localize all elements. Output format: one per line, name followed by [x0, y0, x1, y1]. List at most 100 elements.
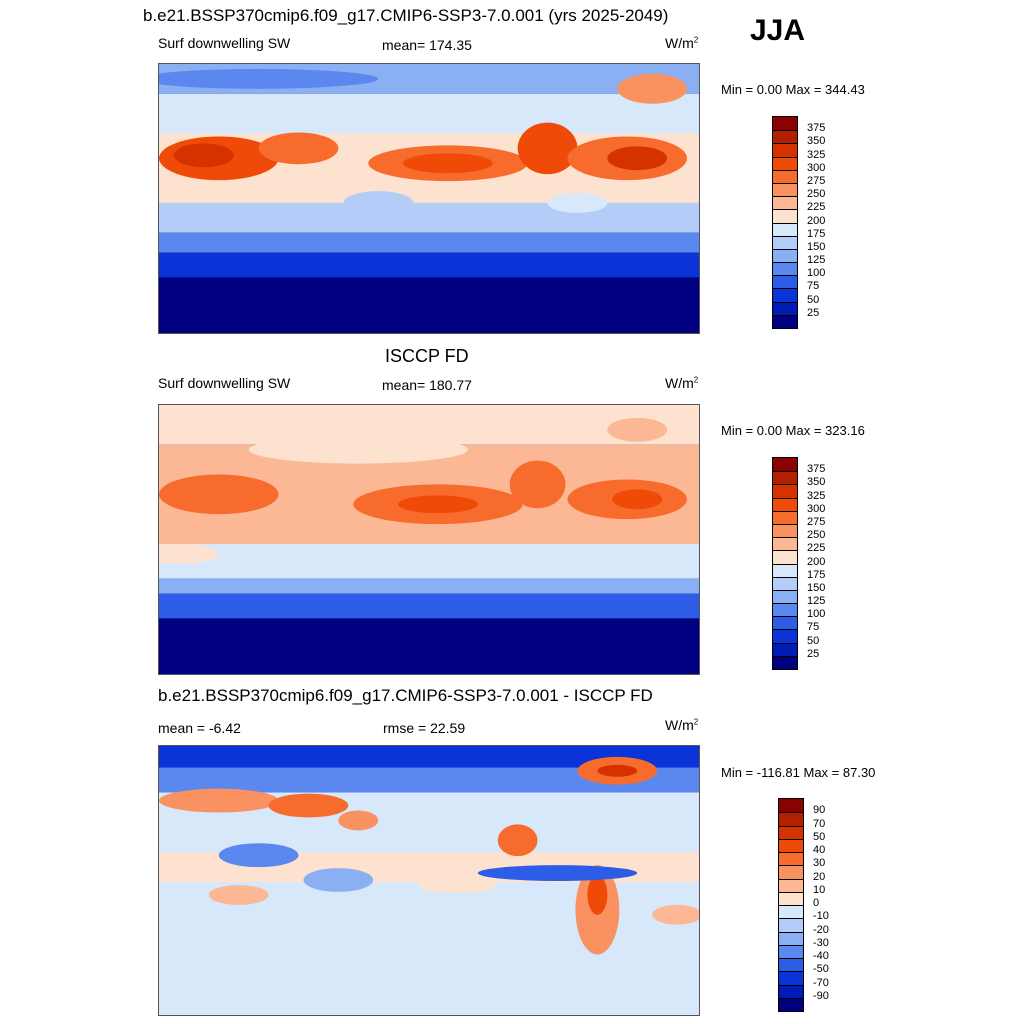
colorbar-tick-label: -10	[813, 910, 829, 923]
colorbar-tick-label: 100	[807, 608, 826, 621]
colorbar-segment	[779, 891, 803, 905]
colorbar-tick-label: 125	[807, 254, 826, 267]
colorbar-tick-label: 25	[807, 306, 820, 319]
colorbar-tick-label: 150	[807, 581, 826, 594]
colorbar-segment	[773, 576, 797, 590]
colorbar-segment	[773, 458, 797, 472]
season-label: JJA	[750, 14, 806, 47]
colorbar-tick-label: 50	[807, 634, 820, 647]
colorbar-segment	[779, 852, 803, 866]
colorbar-tick-label: 0	[813, 897, 820, 909]
colorbar-segment	[773, 209, 797, 223]
panel2-variable-label: Surf downwelling SW	[158, 375, 291, 391]
colorbar-segment	[773, 248, 797, 263]
panel2-colorbar	[772, 457, 798, 670]
colorbar-tick-label: 375	[807, 463, 826, 476]
colorbar-segment	[773, 471, 797, 485]
colorbar-segment	[773, 235, 797, 249]
colorbar-tick-label: 40	[813, 844, 826, 856]
colorbar-tick-label: 50	[813, 830, 826, 843]
panel2-title: ISCCP FD	[385, 346, 469, 366]
colorbar-segment	[773, 629, 797, 643]
colorbar-tick-label: 350	[807, 476, 826, 489]
colorbar-tick-label: 275	[807, 515, 826, 528]
colorbar-segment	[779, 838, 803, 852]
colorbar-segment	[779, 931, 803, 945]
colorbar-segment	[779, 944, 803, 958]
colorbar-segment	[779, 905, 803, 919]
colorbar-tick-label: 325	[807, 489, 826, 502]
panel3-minmax: Min = -116.81 Max = 87.30	[721, 765, 876, 780]
panel3-colorbar	[778, 798, 804, 1012]
colorbar-segment	[773, 497, 797, 511]
colorbar-segment	[773, 603, 797, 617]
colorbar-segment	[773, 130, 797, 144]
colorbar-segment	[773, 275, 797, 289]
colorbar-segment	[773, 288, 797, 302]
colorbar-segment	[773, 523, 797, 538]
colorbar-tick-label: 175	[807, 227, 826, 240]
colorbar-segment	[773, 143, 797, 157]
colorbar-tick-label: 30	[813, 857, 826, 870]
colorbar-tick-label: 300	[807, 161, 826, 174]
colorbar-tick-label: 150	[807, 240, 826, 253]
colorbar-segment	[773, 169, 797, 183]
colorbar-segment	[773, 537, 797, 551]
colorbar-tick-label: 20	[813, 870, 826, 883]
colorbar-segment	[773, 117, 797, 131]
colorbar-tick-label: 350	[807, 135, 826, 148]
panel1-map	[158, 63, 700, 334]
panel3-rmse: rmse = 22.59	[383, 720, 466, 736]
panel2-minmax: Min = 0.00 Max = 323.16	[721, 423, 865, 438]
colorbar-tick-label: 100	[807, 267, 826, 280]
colorbar-tick-label: 200	[807, 555, 826, 568]
colorbar-tick-label: 75	[807, 280, 820, 293]
colorbar-segment	[773, 563, 797, 577]
panel1-colorbar	[772, 116, 798, 329]
panel2-mean: mean= 180.77	[382, 377, 472, 393]
colorbar-segment	[779, 825, 803, 839]
colorbar-segment	[779, 971, 803, 985]
colorbar-tick-label: 275	[807, 174, 826, 187]
colorbar-tick-label: 125	[807, 595, 826, 608]
panel2-map	[158, 404, 700, 675]
colorbar-segment	[779, 984, 803, 998]
colorbar-segment	[773, 484, 797, 498]
colorbar-segment	[779, 812, 803, 826]
panel1-mean: mean= 174.35	[382, 37, 472, 53]
colorbar-tick-label: 300	[807, 502, 826, 515]
colorbar-segment	[773, 301, 797, 315]
colorbar-segment	[779, 958, 803, 972]
colorbar-segment	[773, 156, 797, 170]
panel1-title: b.e21.BSSP370cmip6.f09_g17.CMIP6-SSP3-7.…	[143, 6, 669, 25]
colorbar-segment	[773, 222, 797, 236]
colorbar-segment	[773, 616, 797, 630]
colorbar-segment	[773, 550, 797, 564]
colorbar-segment	[773, 510, 797, 524]
colorbar-tick-label: 250	[807, 529, 826, 542]
colorbar-segment	[779, 865, 803, 879]
colorbar-tick-label: -70	[813, 976, 829, 989]
colorbar-tick-label: 225	[807, 201, 826, 214]
colorbar-tick-label: 10	[813, 883, 826, 896]
colorbar-segment	[773, 655, 797, 669]
colorbar-tick-label: 70	[813, 817, 826, 830]
colorbar-tick-label: 75	[807, 621, 820, 634]
panel1-variable-label: Surf downwelling SW	[158, 35, 291, 51]
panel2-units: W/m2	[665, 375, 699, 391]
panel3-mean: mean = -6.42	[158, 720, 241, 736]
colorbar-segment	[773, 182, 797, 197]
colorbar-segment	[779, 918, 803, 932]
colorbar-tick-label: 225	[807, 542, 826, 555]
colorbar-segment	[773, 642, 797, 656]
colorbar-segment	[773, 314, 797, 328]
colorbar-segment	[779, 997, 803, 1011]
colorbar-tick-label: -20	[813, 923, 829, 936]
colorbar-segment	[773, 589, 797, 604]
panel3-title: b.e21.BSSP370cmip6.f09_g17.CMIP6-SSP3-7.…	[158, 686, 653, 705]
colorbar-segment	[779, 799, 803, 813]
colorbar-segment	[773, 262, 797, 276]
panel3-map	[158, 745, 700, 1016]
colorbar-tick-label: 175	[807, 568, 826, 581]
colorbar-tick-label: 325	[807, 148, 826, 161]
